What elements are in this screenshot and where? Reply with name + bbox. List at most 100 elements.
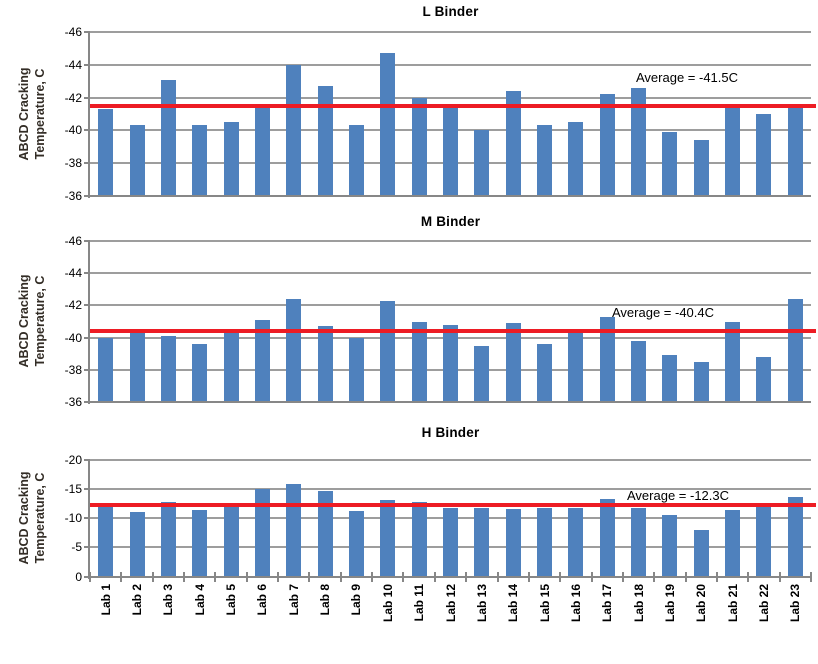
x-tick-label-lab-3: Lab 3 (161, 584, 176, 616)
bar-lab-6 (254, 489, 270, 577)
y-tick-mark (84, 336, 90, 339)
y-tick-label: -10 (64, 511, 82, 526)
gridline (90, 272, 811, 275)
y-tick-label: -15 (64, 482, 82, 497)
bar-lab-7 (286, 64, 302, 196)
bar-lab-14 (505, 508, 521, 577)
bar-lab-22 (756, 507, 772, 577)
x-axis (88, 401, 811, 403)
x-tick-label-lab-15: Lab 15 (537, 584, 552, 623)
bar-lab-8 (317, 326, 333, 402)
y-tick-label: -44 (64, 57, 82, 72)
bar-lab-9 (348, 337, 364, 402)
y-tick-label: -40 (64, 123, 82, 138)
bar-lab-1 (98, 337, 114, 402)
bar-lab-10 (380, 53, 396, 196)
y-axis-title-m-binder: ABCD Cracking Temperature, C (16, 231, 50, 411)
y-tick-label: -44 (64, 266, 82, 281)
y-tick-mark (84, 459, 90, 461)
bar-lab-3 (160, 501, 176, 577)
bar-lab-16 (568, 332, 584, 402)
x-tick-label-lab-11: Lab 11 (412, 584, 427, 622)
x-tick-label-lab-1: Lab 1 (98, 584, 113, 616)
y-tick-label: -46 (64, 234, 82, 248)
y-tick-mark (84, 240, 90, 242)
bar-lab-16 (568, 122, 584, 196)
bar-lab-13 (474, 508, 490, 577)
x-tick-label-lab-12: Lab 12 (443, 584, 458, 623)
bar-lab-2 (129, 329, 145, 402)
bar-lab-19 (662, 355, 678, 402)
x-tick-mark (496, 571, 499, 582)
x-tick-mark (684, 571, 687, 582)
bar-lab-15 (537, 344, 553, 402)
gridline (90, 31, 811, 33)
y-axis-title-line-2: Temperature, C (33, 68, 47, 160)
x-tick-label-lab-18: Lab 18 (631, 584, 646, 623)
x-tick-mark (89, 571, 91, 582)
y-tick-label: -5 (71, 540, 82, 555)
bar-lab-2 (129, 512, 145, 577)
x-tick-mark (747, 571, 750, 582)
x-tick-label-lab-14: Lab 14 (506, 584, 521, 623)
x-tick-mark (402, 571, 405, 582)
x-tick-mark (653, 571, 656, 582)
x-tick-mark (465, 571, 468, 582)
bar-lab-7 (286, 298, 302, 402)
y-axis-title-line-2: Temperature, C (33, 275, 47, 367)
x-tick-mark (810, 571, 812, 582)
bar-lab-7 (286, 484, 302, 577)
bar-lab-9 (348, 125, 364, 196)
bar-lab-3 (160, 79, 176, 196)
y-axis-title-line-1: ABCD Cracking (17, 67, 31, 161)
bar-lab-20 (693, 140, 709, 196)
x-tick-label-lab-13: Lab 13 (474, 584, 489, 623)
y-tick-mark (84, 575, 90, 578)
x-tick-label-lab-23: Lab 23 (788, 584, 803, 623)
bar-lab-23 (787, 496, 803, 577)
bar-lab-2 (129, 125, 145, 196)
gridline (90, 304, 811, 307)
x-tick-mark (277, 571, 280, 582)
y-axis (88, 32, 90, 198)
x-tick-mark (339, 571, 342, 582)
bar-lab-20 (693, 361, 709, 402)
y-tick-mark (84, 546, 90, 549)
y-tick-mark (84, 368, 90, 371)
bar-lab-12 (443, 324, 458, 402)
bar-lab-15 (537, 125, 553, 196)
x-tick-label-lab-6: Lab 6 (255, 584, 270, 616)
x-tick-label-lab-16: Lab 16 (568, 584, 583, 623)
bar-lab-5 (223, 507, 239, 577)
average-line (90, 502, 816, 507)
y-tick-mark (84, 129, 90, 132)
y-tick-mark (84, 488, 90, 491)
y-tick-label: -46 (64, 25, 82, 39)
bar-lab-17 (599, 316, 615, 402)
x-tick-mark (715, 571, 718, 582)
x-tick-mark (151, 571, 154, 582)
bar-lab-16 (568, 508, 584, 577)
bar-lab-8 (317, 86, 333, 196)
y-tick-mark (84, 517, 90, 520)
bar-lab-23 (787, 107, 803, 196)
x-tick-label-lab-9: Lab 9 (349, 584, 364, 616)
bar-lab-6 (254, 104, 270, 196)
bar-lab-21 (725, 321, 741, 402)
gridline (90, 240, 811, 242)
bar-lab-5 (223, 332, 239, 402)
bar-lab-11 (411, 321, 427, 402)
gridline (90, 488, 811, 491)
bar-lab-22 (756, 356, 772, 402)
y-axis-title-line-1: ABCD Cracking (17, 274, 31, 368)
bar-lab-9 (348, 510, 364, 577)
bar-lab-11 (411, 501, 427, 577)
bar-lab-6 (254, 319, 270, 402)
y-tick-label: -36 (64, 189, 82, 203)
y-tick-label: -36 (64, 395, 82, 409)
x-tick-label-lab-17: Lab 17 (600, 584, 615, 623)
bar-lab-18 (631, 87, 647, 196)
x-tick-label-lab-10: Lab 10 (380, 584, 395, 623)
bar-lab-19 (662, 514, 678, 577)
x-tick-label-lab-2: Lab 2 (130, 584, 145, 616)
